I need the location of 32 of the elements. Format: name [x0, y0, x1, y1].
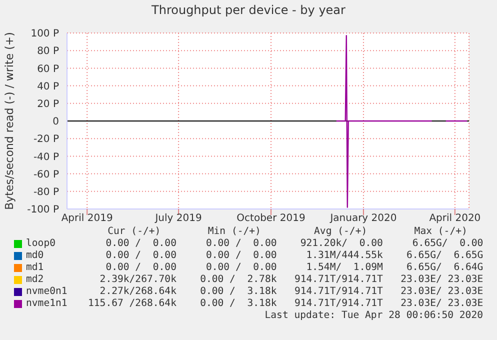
- y-tick-label: 40 P: [37, 81, 59, 92]
- legend-label: md2: [26, 274, 45, 286]
- x-tick-label: July 2019: [154, 213, 202, 224]
- y-axis-title: Bytes/second read (-) / write (+): [2, 32, 16, 210]
- y-tick-label: -60 P: [33, 169, 59, 180]
- text: Last update: Tue Apr 28 00:06:50 2020: [264, 310, 483, 321]
- text: 0.00 / 0.00 0.00 / 0.00 1.31M/444.55k 6.65G/ 6.65G: [104, 250, 484, 262]
- y-tick-label: 80 P: [37, 46, 59, 58]
- y-tick-label: -20 P: [33, 134, 59, 146]
- y-tick-label: -80 P: [33, 186, 59, 198]
- x-tick-label: April 2020: [429, 213, 481, 224]
- legend-label: md1: [26, 262, 45, 274]
- legend-label: loop0: [26, 238, 56, 250]
- y-tick-label: 60 P: [37, 64, 59, 75]
- legend-label: nvme0n1: [26, 286, 68, 298]
- text: 0.00 / 0.00 0.00 / 0.00 1.54M/ 1.09M 6.65G/ 6.64G: [104, 262, 484, 274]
- y-tick-label: 100 P: [30, 28, 59, 40]
- text: 115.67 /268.64k 0.00 / 3.18k 914.71T/914.71T 23.03E/ 23.03E: [88, 298, 484, 310]
- y-tick-label: -100 P: [27, 204, 59, 216]
- legend-label: md0: [26, 250, 45, 262]
- text: 2.39k/267.70k 0.00 / 2.78k 914.71T/914.71T 23.03E/ 23.03E: [98, 274, 484, 286]
- text: 2.27k/268.64k 0.00 / 3.18k 914.71T/914.71T 23.03E/ 23.03E: [98, 286, 484, 298]
- y-tick-label: 20 P: [37, 98, 59, 110]
- legend-label: nvme1n1: [26, 298, 68, 310]
- x-tick-label: January 2020: [329, 213, 397, 224]
- y-tick-label: -40 P: [33, 152, 59, 163]
- y-tick-label: 0: [52, 116, 59, 128]
- text: Cur (-/+) Min (-/+) Avg (-/+) Max (-/+): [106, 226, 468, 238]
- x-tick-label: October 2019: [236, 213, 306, 224]
- chart-title: Throughput per device - by year: [150, 3, 346, 17]
- text: 0.00 / 0.00 0.00 / 0.00 921.20k/ 0.00 6.65G/ 0.00: [104, 238, 484, 250]
- x-tick-label: April 2019: [61, 213, 113, 224]
